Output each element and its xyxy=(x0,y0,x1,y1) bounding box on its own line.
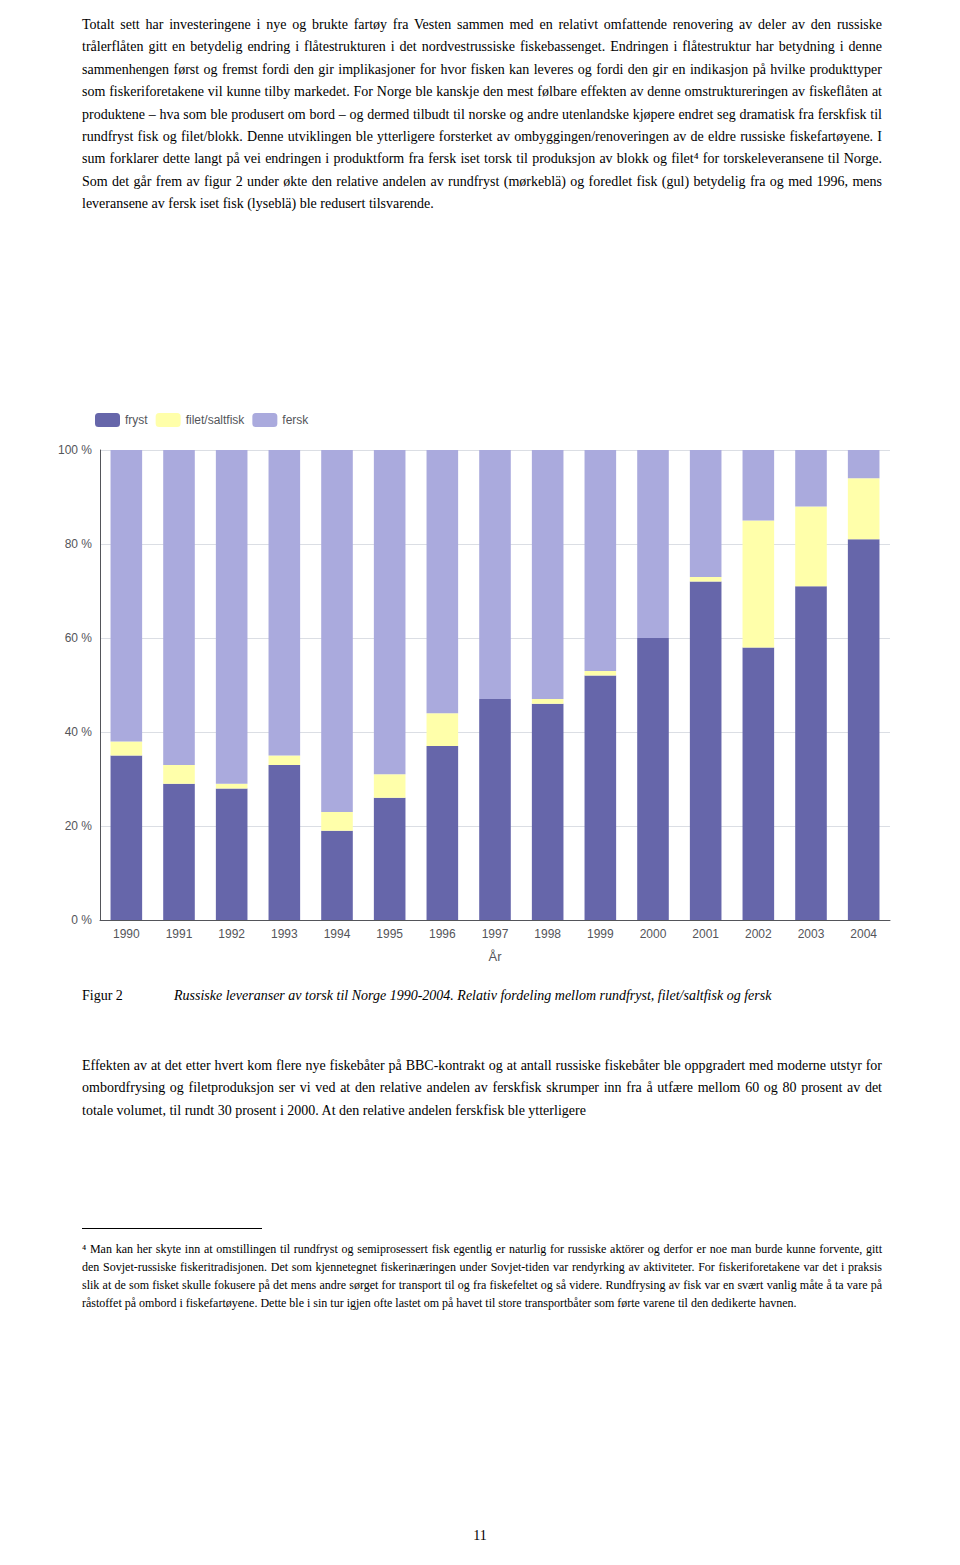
svg-text:1991: 1991 xyxy=(166,927,193,941)
svg-text:100 %: 100 % xyxy=(58,443,92,457)
svg-text:1990: 1990 xyxy=(113,927,140,941)
html-text:Figur 2: Figur 2 xyxy=(82,988,123,1003)
svg-text:1995: 1995 xyxy=(376,927,403,941)
svg-text:2000: 2000 xyxy=(640,927,667,941)
svg-text:År: År xyxy=(489,949,503,964)
svg-text:0 %: 0 % xyxy=(71,913,92,927)
svg-text:fryst: fryst xyxy=(125,413,148,427)
svg-text:1993: 1993 xyxy=(271,927,298,941)
svg-text:2001: 2001 xyxy=(692,927,719,941)
html-text:Russiske leveranser av torsk t: Russiske leveranser av torsk til Norge 1… xyxy=(174,988,772,1003)
svg-text:60 %: 60 % xyxy=(65,631,93,645)
svg-text:20 %: 20 % xyxy=(65,819,93,833)
svg-text:1999: 1999 xyxy=(587,927,614,941)
svg-text:filet/saltfisk: filet/saltfisk xyxy=(186,413,246,427)
html-text:Totalt sett har investeringene: Totalt sett har investeringene i nye og … xyxy=(82,17,882,212)
svg-text:80 %: 80 % xyxy=(65,537,93,551)
svg-text:fersk: fersk xyxy=(282,413,309,427)
svg-text:1997: 1997 xyxy=(482,927,509,941)
svg-text:2002: 2002 xyxy=(745,927,772,941)
svg-text:40 %: 40 % xyxy=(65,725,93,739)
svg-text:1998: 1998 xyxy=(534,927,561,941)
svg-text:2003: 2003 xyxy=(798,927,825,941)
svg-text:2004: 2004 xyxy=(850,927,877,941)
html-text:11: 11 xyxy=(473,1528,487,1543)
svg-text:1994: 1994 xyxy=(324,927,351,941)
html-text:⁴ Man kan her skyte inn at oms: ⁴ Man kan her skyte inn at omstillingen … xyxy=(82,1242,882,1310)
html-text:Effekten av at det etter hvert: Effekten av at det etter hvert kom flere… xyxy=(82,1058,882,1118)
svg-text:1996: 1996 xyxy=(429,927,456,941)
svg-text:1992: 1992 xyxy=(218,927,245,941)
